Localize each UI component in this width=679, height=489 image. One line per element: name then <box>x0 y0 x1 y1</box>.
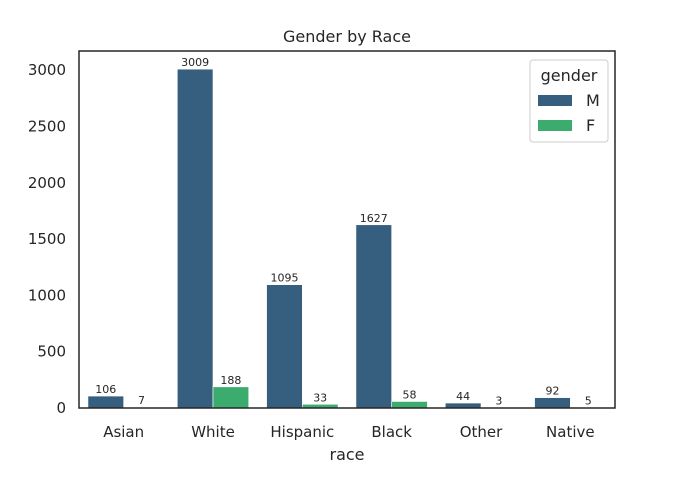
bar-m-asian <box>87 395 124 409</box>
data-label: 44 <box>456 390 470 403</box>
legend-swatch-m <box>538 95 572 106</box>
bars <box>87 68 607 409</box>
legend-label-m: M <box>586 91 600 110</box>
y-tick-label: 1000 <box>28 286 66 304</box>
data-label: 106 <box>95 383 116 396</box>
y-tick-label: 2500 <box>28 117 66 135</box>
data-label: 3 <box>495 395 502 408</box>
legend-title: gender <box>541 66 598 85</box>
legend-swatch-f <box>538 120 572 131</box>
bar-f-black <box>391 401 428 409</box>
plot-frame <box>78 50 616 409</box>
chart-title: Gender by Race <box>283 27 411 46</box>
x-axis: Asian White Hispanic Black Other Native <box>103 423 594 441</box>
x-tick-label: White <box>191 423 235 441</box>
data-label: 58 <box>403 388 417 401</box>
y-tick-label: 0 <box>56 399 66 417</box>
data-label: 92 <box>545 385 559 398</box>
y-tick-label: 2000 <box>28 174 66 192</box>
data-label: 33 <box>313 391 327 404</box>
data-labels: 106 3009 1095 1627 44 92 7 188 33 58 3 5 <box>95 56 591 408</box>
data-label: 1627 <box>360 212 388 225</box>
bar-m-black <box>355 224 392 409</box>
x-tick-label: Native <box>546 423 595 441</box>
y-tick-label: 3000 <box>28 61 66 79</box>
data-label: 3009 <box>181 56 209 69</box>
bar-m-native <box>534 397 571 409</box>
x-tick-label: Black <box>371 423 412 441</box>
bar-m-white <box>176 68 214 409</box>
x-tick-label: Other <box>460 423 503 441</box>
y-tick-label: 1500 <box>28 230 66 248</box>
data-label: 188 <box>220 374 241 387</box>
legend-label-f: F <box>586 116 595 135</box>
x-tick-label: Hispanic <box>270 423 334 441</box>
data-label: 1095 <box>270 272 298 285</box>
data-label: 5 <box>585 394 592 407</box>
y-axis: 0 500 1000 1500 2000 2500 3000 <box>28 61 66 417</box>
y-tick-label: 500 <box>37 343 66 361</box>
bar-m-hispanic <box>266 284 303 409</box>
bar-f-white <box>212 386 250 409</box>
data-label: 7 <box>138 394 145 407</box>
x-axis-label: race <box>329 445 364 464</box>
legend: gender MF <box>529 59 609 143</box>
x-tick-label: Asian <box>103 423 144 441</box>
